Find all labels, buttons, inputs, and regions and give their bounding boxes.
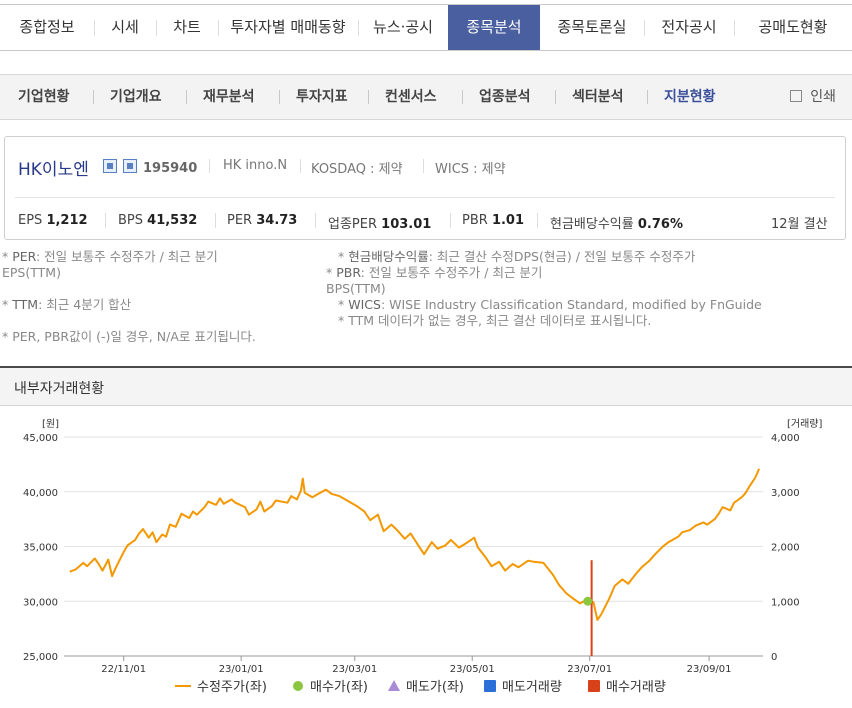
metric-sector-per: 업종PER 103.01 [328,217,432,232]
x-tick-label: 23/01/01 [219,664,264,675]
subtab-5[interactable]: 업종분석 [479,89,531,105]
x-tick-label: 22/11/01 [101,664,146,675]
legend-label: 수정주가(좌) [197,680,267,695]
legend-label: 매수가(좌) [310,680,368,695]
subtab-1[interactable]: 기업개요 [110,89,162,105]
section-title: 내부자거래현황 [14,381,105,397]
note-dividend: * 현금배당수익률: 최근 결산 수정DPS(현금) / 전일 보통주 수정주가 [338,249,696,264]
subtab-0[interactable]: 기업현황 [18,89,70,105]
y2-tick-label: 3,000 [771,488,800,499]
tab-3[interactable]: 투자자별 매매동향 [218,5,358,50]
subtab-2[interactable]: 재무분석 [203,89,255,105]
note-per: * PER: 전일 보통주 수정주가 / 최근 분기 EPS(TTM) [2,249,218,280]
metric-dividend-yield: 현금배당수익률 0.76% [550,217,683,232]
legend-square-icon [484,680,496,692]
note-na: * PER, PBR값이 (-)일 경우, N/A로 표기됩니다. [2,329,256,344]
legend-square-icon [588,680,600,692]
tab-0[interactable]: 종합정보 [19,18,75,36]
print-label: 인쇄 [810,89,836,105]
print-button[interactable]: 인쇄 [790,75,836,119]
y-tick-label: 25,000 [23,652,58,663]
y-axis-unit: [원] [42,418,59,430]
note-wics: * WICS: WISE Industry Classification Sta… [338,297,762,312]
company-name[interactable]: HK이노엔 [18,160,89,180]
y-tick-label: 35,000 [23,543,58,554]
y-tick-label: 45,000 [23,433,58,444]
y2-tick-label: 4,000 [771,433,800,444]
english-name: HK inno.N [223,158,288,173]
y2-tick-label: 0 [771,652,777,663]
insider-trading-section: 내부자거래현황 [0,366,852,406]
x-tick-label: 23/03/01 [332,664,377,675]
legend-dot-icon [293,681,303,691]
fiscal-month: 12월 결산 [771,217,828,232]
metric-eps: EPS 1,212 [18,213,88,228]
note-ttm-missing: * TTM 데이터가 없는 경우, 최근 결산 데이터로 표시됩니다. [338,313,652,328]
print-icon [790,90,803,102]
tab-7[interactable]: 전자공시 [644,5,734,50]
home-icon[interactable] [103,159,117,173]
subtab-4[interactable]: 컨센서스 [385,89,437,105]
tab-1[interactable]: 시세 [94,5,156,50]
company-info-box: HK이노엔 195940 HK inno.N KOSDAQ : 제약 WICS … [4,136,846,240]
price-line [69,468,761,621]
ir-icon[interactable] [123,159,137,173]
note-ttm: * TTM: 최근 4분기 합산 [2,297,132,312]
y2-tick-label: 2,000 [771,543,800,554]
sub-tabs: 인쇄 기업현황 기업개요 재무분석 투자지표 컨센서스 업종분석 섹터분석 지분현황 [0,74,852,120]
buy-volume-bar [590,560,593,656]
metric-bps: BPS 41,532 [118,213,198,228]
subtab-6[interactable]: 섹터분석 [572,89,624,105]
x-tick-label: 23/09/01 [687,664,732,675]
subtab-7[interactable]: 지분현황 [664,89,716,105]
tab-2[interactable]: 차트 [156,5,218,50]
legend-triangle-icon [388,680,400,691]
metric-per: PER 34.73 [227,213,298,228]
stock-code: 195940 [143,161,198,176]
x-tick-label: 23/05/01 [450,664,495,675]
subtab-3[interactable]: 투자지표 [296,89,348,105]
main-tabs: 종합정보 시세 차트 투자자별 매매동향 뉴스·공시 종목분석 종목토론실 전자공시 공매도현황 [0,4,852,51]
legend-label: 매수거래량 [606,680,666,695]
wics-sector: WICS : 제약 [435,162,506,177]
tab-4[interactable]: 뉴스·공시 [358,5,448,50]
tab-8[interactable]: 공매도현황 [734,5,852,50]
legend-label: 매도가(좌) [406,680,464,695]
y2-axis-unit: [거래량] [787,418,823,430]
market-sector: KOSDAQ : 제약 [311,162,403,177]
legend-label: 매도거래량 [502,680,562,695]
tab-5[interactable]: 종목분석 [448,5,540,50]
y-tick-label: 40,000 [23,488,58,499]
buy-price-point [583,596,593,606]
y-tick-label: 30,000 [23,597,58,608]
note-pbr: * PBR: 전일 보통주 수정주가 / 최근 분기 BPS(TTM) [326,265,543,296]
x-tick-label: 23/07/01 [567,664,612,675]
y2-tick-label: 1,000 [771,597,800,608]
metric-pbr: PBR 1.01 [462,213,525,228]
insider-trading-chart: 45,000 40,000 35,000 30,000 25,000 4,000 3,000… [23,418,823,695]
tab-6[interactable]: 종목토론실 [557,18,627,36]
